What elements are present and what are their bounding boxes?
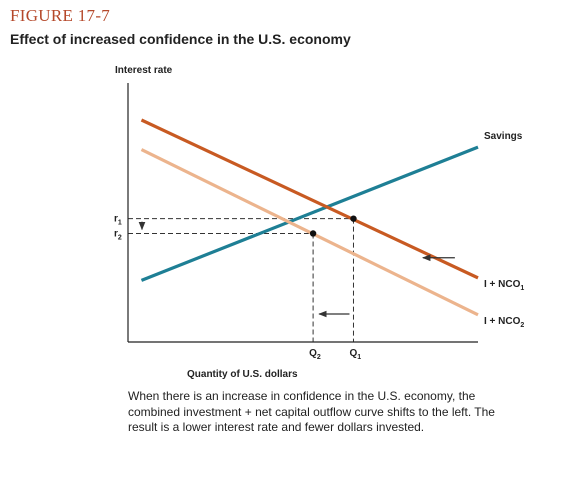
series-label-2: I + NCO1	[484, 279, 524, 292]
series-label-3: I + NCO2	[484, 316, 524, 329]
x-tick-text: Q	[349, 348, 357, 359]
series-label-subscript: 2	[520, 322, 524, 329]
y-tick-text: r	[114, 228, 118, 239]
x-tick-label-2: Q2	[309, 348, 321, 361]
y-tick-subscript: 1	[118, 220, 122, 227]
figure-label: FIGURE 17-7	[10, 6, 111, 25]
figure-title: Effect of increased confidence in the U.…	[10, 31, 351, 47]
equilibrium-point-2	[309, 230, 317, 237]
y-axis-label: Interest rate	[115, 65, 173, 76]
equilibrium-point-1	[350, 215, 357, 222]
x-axis-label: Quantity of U.S. dollars	[187, 369, 298, 380]
x-tick-subscript: 1	[357, 354, 361, 361]
x-tick-label-1: Q1	[349, 348, 361, 361]
series-line-2	[140, 118, 479, 280]
y-tick-label-1: r1	[114, 214, 122, 227]
x-tick-subscript: 2	[317, 354, 321, 361]
x-tick-text: Q	[309, 348, 317, 359]
y-tick-label-2: r2	[114, 228, 122, 241]
series-line-3	[140, 148, 479, 317]
series-line-1	[140, 145, 479, 282]
y-tick-subscript: 2	[118, 234, 122, 241]
series-label-text: Savings	[484, 131, 523, 142]
figure-caption: When there is an increase in confidence …	[128, 389, 495, 434]
series-label-1: Savings	[484, 131, 523, 142]
series-label-text: I + NCO	[484, 279, 521, 290]
y-tick-text: r	[114, 214, 118, 225]
series-label-subscript: 1	[520, 285, 524, 292]
series-label-text: I + NCO	[484, 316, 521, 327]
